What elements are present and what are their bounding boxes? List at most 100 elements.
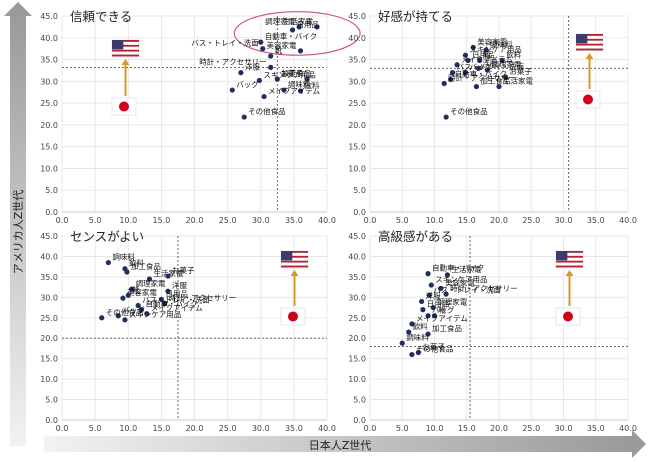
japan-flag-icon	[575, 90, 601, 109]
japan-flag-icon	[280, 307, 306, 326]
x-tick-label: 35.0	[587, 424, 605, 433]
data-point	[415, 349, 421, 356]
y-tick-label: 5.0	[353, 396, 366, 405]
data-label: 自動車・バイク	[432, 263, 484, 273]
data-point	[165, 288, 171, 294]
data-point	[443, 291, 449, 297]
data-label: 靴	[439, 305, 447, 315]
x-tick-label: 40.0	[318, 216, 336, 225]
data-point	[165, 273, 171, 279]
data-label: バッグ	[122, 305, 145, 315]
x-tick-label: 35.0	[285, 216, 303, 225]
y-axis-big-arrow	[4, 2, 32, 446]
data-label: メイクアイテム	[461, 55, 513, 64]
us-flag-icon	[280, 250, 309, 269]
data-point	[125, 292, 131, 298]
data-point	[425, 271, 431, 277]
y-tick-label: 25.0	[348, 99, 366, 108]
data-point	[135, 302, 141, 309]
y-tick-label: 25.0	[40, 99, 58, 108]
data-point	[162, 300, 168, 307]
points: 自動車・バイク生活家電スキンケア用品美容家電時計・アクセサリーバス・トレイ・洗面…	[399, 263, 518, 358]
data-point	[304, 76, 310, 82]
y-tick-label: 30.0	[40, 77, 58, 86]
data-label: 洋服	[426, 290, 441, 300]
data-label: スキンケア用品	[435, 275, 487, 284]
x-tick-label: 30.0	[252, 216, 270, 225]
data-point	[296, 24, 302, 30]
data-label: 靴	[132, 284, 140, 294]
data-label: メイクアイテム	[268, 87, 320, 96]
data-point	[158, 296, 164, 302]
flag-arrow-group	[280, 250, 309, 326]
x-tick-label: 25.0	[219, 424, 237, 433]
x-tick-label: 15.0	[458, 216, 476, 225]
data-point	[399, 340, 405, 346]
data-label: 加工食品	[432, 323, 462, 333]
data-point	[419, 298, 425, 305]
data-point	[120, 295, 126, 301]
y-tick-label: 25.0	[348, 314, 366, 323]
data-point	[484, 67, 490, 73]
data-label: その他食品	[106, 307, 144, 317]
data-point	[431, 313, 438, 319]
data-label: 調味料	[490, 39, 513, 49]
data-label: 時計・アクセサリー	[448, 73, 516, 83]
data-label: 飲料	[413, 321, 428, 331]
data-label: 飲料	[506, 49, 521, 59]
data-label: バス・トレイ・洗面	[191, 38, 259, 48]
data-label: 生活家電	[451, 264, 481, 274]
data-point	[425, 331, 431, 337]
data-label: 自動車・バイク	[146, 299, 198, 309]
y-tick-label: 20.0	[348, 121, 366, 130]
data-point	[426, 292, 432, 298]
x-tick-label: 30.0	[555, 216, 573, 225]
highlight-ellipse	[233, 11, 361, 56]
x-tick-label: 30.0	[555, 424, 573, 433]
data-point	[475, 65, 481, 71]
x-tick-label: 20.0	[490, 424, 508, 433]
y-tick-label: 40.0	[348, 252, 366, 261]
y-tick-label: 10.0	[40, 164, 58, 173]
data-label: スキンケア用品	[469, 45, 521, 54]
data-label: お菓子	[509, 66, 532, 76]
data-point	[128, 286, 135, 292]
data-point	[470, 44, 476, 50]
x-tick-label: 30.0	[252, 424, 270, 433]
y-tick-label: 20.0	[348, 334, 366, 343]
data-label: 洋服	[245, 62, 260, 72]
y-tick-label: 35.0	[40, 273, 58, 282]
x-tick-label: 5.0	[89, 424, 102, 433]
data-point	[297, 88, 304, 94]
y-tick-label: 30.0	[348, 77, 366, 86]
data-point	[409, 351, 415, 358]
data-point	[258, 39, 264, 45]
data-label: バッグ	[236, 79, 259, 89]
x-tick-label: 10.0	[426, 424, 444, 433]
data-point	[438, 285, 444, 291]
data-point	[406, 329, 412, 335]
x-tick-label: 0.0	[364, 424, 377, 433]
arrow-head-icon	[121, 59, 130, 65]
y-tick-label: 5.0	[45, 396, 58, 405]
data-point	[454, 62, 460, 68]
y-tick-label: 0.0	[353, 208, 366, 217]
data-point	[409, 321, 415, 327]
data-label: 日用品	[472, 50, 495, 59]
data-point	[122, 317, 128, 323]
panel-title: 信頼できる	[70, 9, 132, 24]
data-label: スキンケア用品	[263, 70, 315, 79]
panel-title: センスがよい	[70, 229, 144, 244]
y-tick-label: 45.0	[40, 12, 58, 21]
data-point	[314, 24, 320, 30]
data-label: 自動車・バイク	[455, 69, 507, 79]
data-point	[430, 304, 436, 311]
y-tick-label: 15.0	[348, 355, 366, 364]
panel-3: 0.0 5.0 10.0 15.0 20.0 25.0 30.0 35.0 40.0 45.0 0.…	[40, 229, 336, 433]
data-point	[261, 93, 267, 100]
x-tick-label: 15.0	[152, 424, 170, 433]
data-label: お菓子	[422, 342, 445, 352]
x-tick-label: 0.0	[56, 216, 69, 225]
